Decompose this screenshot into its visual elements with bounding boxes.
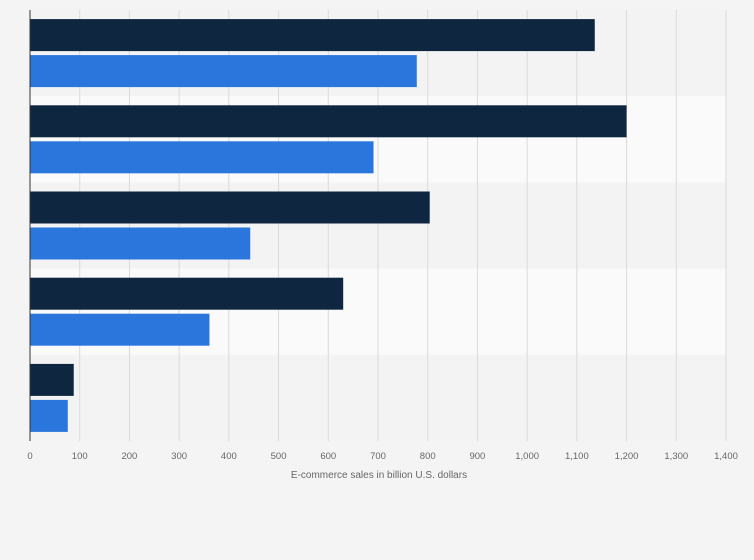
x-tick-label: 300 (171, 451, 187, 462)
x-tick-label: 400 (221, 451, 237, 462)
x-tick-label: 1,100 (565, 451, 589, 462)
bar-1-4[interactable] (30, 277, 344, 310)
x-tick-label: 500 (271, 451, 287, 462)
bar-2-5[interactable] (30, 399, 68, 432)
bar-1-3[interactable] (30, 191, 430, 224)
x-tick-label: 1,000 (515, 451, 539, 462)
x-axis-title: E-commerce sales in billion U.S. dollars (291, 470, 467, 481)
x-tick-label: 100 (72, 451, 88, 462)
x-tick-label: 700 (370, 451, 386, 462)
x-tick-label: 800 (420, 451, 436, 462)
bar-1-2[interactable] (30, 105, 627, 138)
x-tick-labels: 0 100 200 300 400 500 600 700 800 900 1,000 1,100 1,… (27, 451, 738, 462)
x-tick-label: 1,200 (615, 451, 639, 462)
x-tick-label: 1,400 (714, 451, 738, 462)
x-tick-label: 200 (121, 451, 137, 462)
bar-1-5[interactable] (30, 363, 74, 396)
x-tick-label: 900 (469, 451, 485, 462)
x-tick-label: 1,300 (664, 451, 688, 462)
bars (30, 19, 627, 432)
bar-1-1[interactable] (30, 19, 595, 52)
bar-2-3[interactable] (30, 227, 251, 260)
x-tick-label: 0 (27, 451, 32, 462)
bar-2-2[interactable] (30, 141, 374, 174)
bar-2-1[interactable] (30, 55, 417, 88)
x-tick-label: 600 (320, 451, 336, 462)
bar-2-4[interactable] (30, 313, 210, 346)
